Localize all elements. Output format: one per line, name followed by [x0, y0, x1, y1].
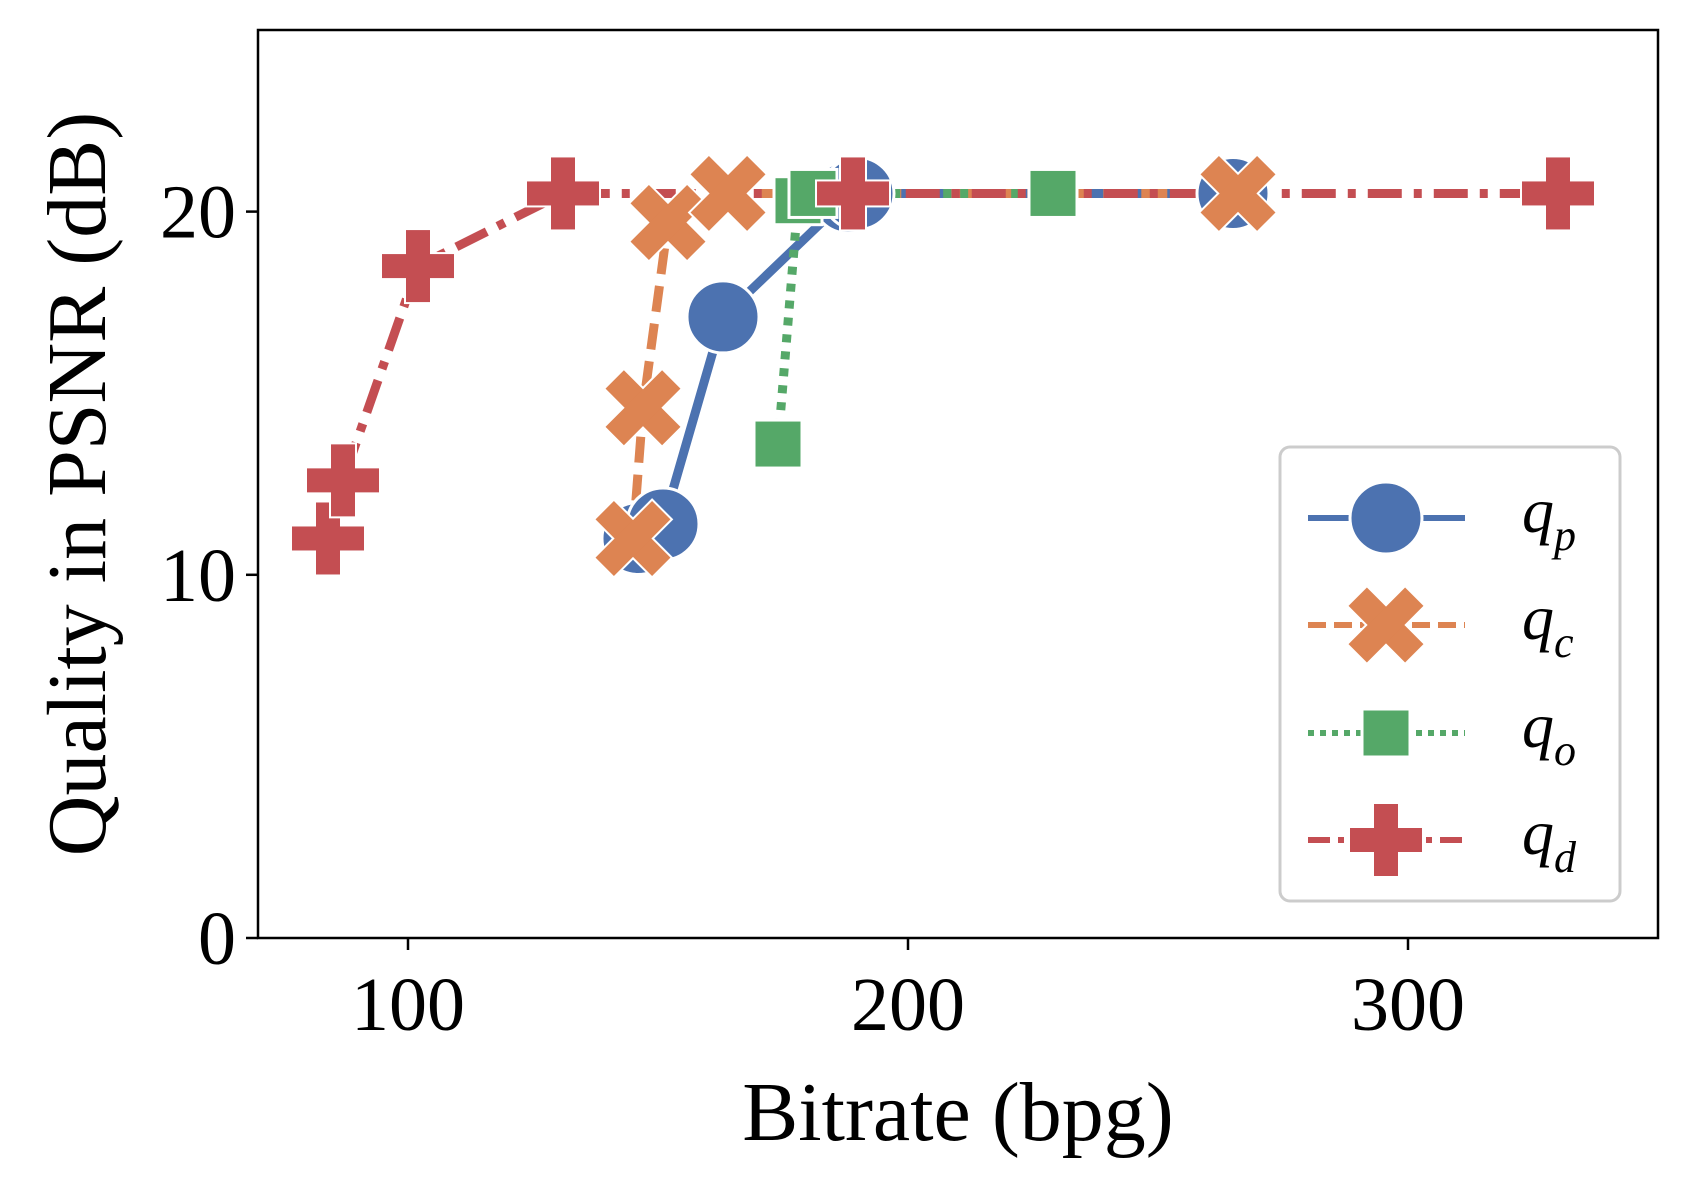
data-point-q_o	[752, 418, 804, 470]
legend-marker	[1348, 802, 1424, 878]
y-axis-label: Quality in PSNR (dB)	[31, 112, 124, 856]
x-tick-label: 100	[351, 963, 465, 1047]
data-point-q_c	[1197, 153, 1279, 234]
data-point-q_d	[290, 500, 366, 577]
legend-item-q_o: qo	[1308, 690, 1576, 775]
legend-marker	[1360, 707, 1412, 759]
legend-marker	[1348, 480, 1424, 556]
legend-label: qc	[1522, 582, 1574, 667]
data-point-q_c	[602, 367, 684, 449]
legend-frame	[1278, 445, 1622, 903]
legend: qp qc qo qd	[1278, 445, 1622, 903]
y-tick-label: 0	[198, 897, 236, 981]
data-point-q_d	[380, 228, 456, 305]
x-axis-label: Bitrate (bpg)	[742, 1066, 1174, 1159]
legend-label: qp	[1522, 475, 1576, 560]
x-tick-label: 300	[1351, 963, 1465, 1047]
data-point-q_c	[687, 153, 769, 234]
y-tick-label: 20	[160, 171, 236, 255]
data-point-q_d	[305, 442, 381, 519]
legend-item-q_c: qc	[1308, 582, 1574, 667]
legend-marker	[1345, 584, 1427, 666]
data-point-q_d	[1520, 155, 1596, 232]
data-point-q_d	[815, 155, 891, 232]
markers-layer	[290, 153, 1596, 579]
legend-label: qd	[1522, 797, 1577, 882]
data-point-q_c	[627, 182, 709, 263]
plot-frame	[256, 28, 1660, 940]
series-line-q_c	[628, 188, 1238, 539]
x-tick-label: 200	[851, 963, 965, 1047]
data-point-q_p	[685, 279, 761, 355]
y-tick-label: 10	[160, 534, 236, 618]
data-point-q_c	[592, 498, 674, 579]
legend-item-q_p: qp	[1308, 475, 1576, 560]
legend-item-q_d: qd	[1308, 797, 1577, 882]
x-axis: 100 200 300	[351, 938, 1465, 1047]
legend-label: qo	[1522, 690, 1576, 775]
data-point-q_d	[525, 155, 601, 232]
data-point-q_o	[1027, 167, 1079, 219]
y-axis: 0 10 20	[160, 171, 258, 981]
series-line-q_o	[773, 188, 1053, 445]
series-line-q_p	[635, 188, 1233, 543]
